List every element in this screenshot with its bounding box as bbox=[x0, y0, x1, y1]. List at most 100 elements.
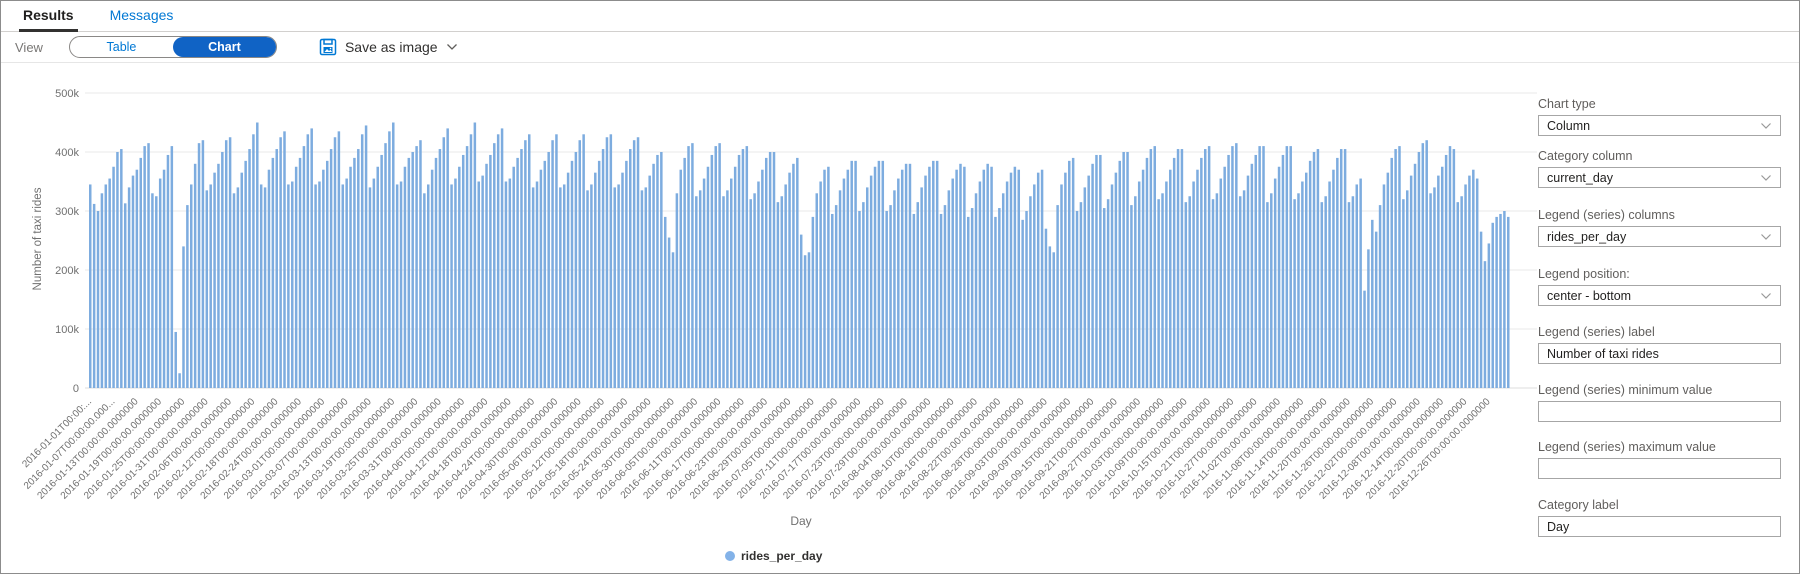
bar bbox=[333, 137, 337, 388]
bar bbox=[698, 190, 702, 388]
bar bbox=[415, 146, 418, 388]
bar bbox=[613, 187, 616, 388]
bar bbox=[900, 169, 904, 388]
bar bbox=[1001, 193, 1005, 388]
bar bbox=[1250, 163, 1254, 388]
bar bbox=[1491, 222, 1494, 388]
bar bbox=[1289, 146, 1292, 388]
bar bbox=[337, 131, 341, 388]
bar bbox=[636, 137, 640, 388]
bar bbox=[306, 134, 310, 388]
bar bbox=[912, 213, 916, 388]
table-toggle-button[interactable]: Table bbox=[106, 40, 137, 54]
legend-series-columns-label: Legend (series) columns bbox=[1538, 208, 1675, 222]
bar bbox=[594, 172, 597, 388]
bar bbox=[205, 190, 209, 388]
bar bbox=[823, 169, 826, 388]
bar bbox=[481, 175, 484, 388]
bar bbox=[862, 202, 865, 388]
bar bbox=[1448, 146, 1452, 388]
bar bbox=[1440, 166, 1444, 388]
bar bbox=[967, 216, 970, 388]
bar bbox=[1367, 249, 1370, 388]
bar bbox=[974, 193, 978, 388]
bar bbox=[1452, 149, 1456, 388]
save-as-image-button[interactable]: Save as image bbox=[319, 38, 458, 56]
legend-position-dropdown[interactable]: center - bottom bbox=[1538, 285, 1781, 306]
bar bbox=[341, 184, 345, 388]
bar bbox=[784, 184, 787, 388]
bar bbox=[329, 149, 333, 388]
bar bbox=[1169, 169, 1172, 388]
bar bbox=[1036, 172, 1040, 388]
bar bbox=[314, 184, 317, 388]
bar bbox=[364, 125, 368, 388]
bar bbox=[551, 140, 554, 388]
bar bbox=[186, 205, 189, 388]
bar bbox=[574, 152, 578, 388]
bar bbox=[885, 211, 888, 388]
bar bbox=[1005, 181, 1009, 388]
legend-series-label-input[interactable] bbox=[1538, 343, 1781, 364]
bar bbox=[112, 166, 115, 388]
bar bbox=[465, 146, 469, 388]
category-label-input[interactable] bbox=[1538, 516, 1781, 537]
bar bbox=[516, 157, 519, 388]
bar bbox=[92, 203, 96, 388]
bar bbox=[399, 181, 403, 388]
legend-series-min-input[interactable] bbox=[1538, 401, 1781, 422]
legend-position-field: Legend position: center - bottom bbox=[1538, 267, 1781, 306]
legend-series-min-field: Legend (series) minimum value bbox=[1538, 383, 1781, 422]
bar bbox=[1033, 184, 1036, 388]
category-column-dropdown[interactable]: current_day bbox=[1538, 167, 1781, 188]
bar bbox=[430, 169, 434, 388]
bar bbox=[1277, 166, 1281, 388]
bar bbox=[959, 163, 962, 388]
tab-results[interactable]: Results bbox=[19, 1, 78, 32]
bar bbox=[1316, 149, 1320, 388]
bar bbox=[228, 137, 232, 388]
bar bbox=[454, 178, 457, 388]
bar bbox=[1371, 219, 1374, 388]
save-as-image-label: Save as image bbox=[344, 39, 438, 55]
bar bbox=[986, 163, 989, 388]
bar bbox=[520, 149, 523, 388]
bar bbox=[939, 213, 943, 388]
chart-toggle-button[interactable]: Chart bbox=[172, 37, 276, 57]
bar bbox=[1134, 196, 1137, 388]
bar bbox=[1029, 196, 1032, 388]
bar bbox=[298, 157, 302, 388]
bar bbox=[1332, 169, 1335, 388]
bar bbox=[617, 184, 620, 388]
bar bbox=[1095, 154, 1098, 388]
chart-type-dropdown[interactable]: Column bbox=[1538, 115, 1781, 136]
chart-toolbar: View Table Chart Save as image bbox=[1, 32, 1799, 63]
bar bbox=[1184, 202, 1188, 388]
tab-messages[interactable]: Messages bbox=[106, 1, 178, 32]
chevron-down-icon bbox=[1760, 292, 1772, 300]
bar bbox=[1468, 175, 1471, 388]
bar bbox=[947, 190, 951, 388]
bar bbox=[96, 211, 100, 388]
bar bbox=[1219, 178, 1223, 388]
bar bbox=[403, 166, 407, 388]
bar bbox=[221, 152, 224, 388]
bar bbox=[1398, 146, 1401, 388]
bar bbox=[691, 143, 694, 388]
bar bbox=[1305, 172, 1308, 388]
legend-series-columns-dropdown[interactable]: rides_per_day bbox=[1538, 226, 1781, 247]
bar bbox=[508, 178, 512, 388]
bar bbox=[1203, 149, 1207, 388]
bar bbox=[566, 172, 570, 388]
x-axis-title: Day bbox=[790, 514, 811, 528]
bar bbox=[764, 157, 768, 388]
bar bbox=[155, 196, 158, 388]
bar bbox=[190, 184, 193, 388]
bar bbox=[524, 140, 527, 388]
bar bbox=[1157, 199, 1160, 388]
bar bbox=[131, 175, 135, 388]
bar bbox=[1347, 202, 1351, 388]
bar bbox=[1137, 181, 1141, 388]
legend-series-max-input[interactable] bbox=[1538, 458, 1781, 479]
bar bbox=[357, 149, 360, 388]
